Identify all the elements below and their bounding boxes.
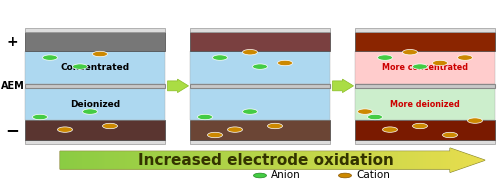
Circle shape — [252, 64, 268, 69]
Circle shape — [254, 173, 266, 178]
Bar — [25, 28, 165, 32]
Text: Concentrated: Concentrated — [60, 63, 130, 72]
Bar — [355, 84, 495, 88]
Circle shape — [458, 55, 472, 60]
Text: More concentrated: More concentrated — [382, 63, 468, 72]
Text: More deionized: More deionized — [390, 100, 460, 109]
Bar — [355, 32, 495, 51]
Circle shape — [242, 109, 258, 114]
Bar — [25, 88, 165, 120]
Bar — [355, 51, 495, 84]
Bar — [355, 140, 495, 144]
Bar — [25, 32, 165, 51]
Circle shape — [358, 109, 372, 114]
Circle shape — [382, 127, 398, 132]
Text: Cation: Cation — [356, 170, 390, 180]
Circle shape — [212, 55, 228, 60]
Circle shape — [278, 60, 292, 66]
Bar — [190, 88, 330, 120]
Text: Increased electrode oxidation: Increased electrode oxidation — [138, 153, 394, 168]
FancyArrow shape — [332, 79, 353, 93]
Bar — [190, 51, 330, 84]
Circle shape — [268, 123, 282, 129]
Bar — [25, 84, 165, 88]
Circle shape — [378, 55, 392, 60]
Circle shape — [442, 132, 458, 138]
Bar — [190, 140, 330, 144]
Bar — [25, 51, 165, 84]
Text: Anion: Anion — [271, 170, 301, 180]
Circle shape — [58, 127, 72, 132]
FancyArrow shape — [168, 79, 188, 93]
Bar — [355, 28, 495, 32]
Circle shape — [412, 64, 428, 69]
Text: Deionized: Deionized — [70, 100, 120, 109]
Text: −: − — [6, 121, 20, 139]
Circle shape — [92, 51, 108, 57]
Circle shape — [198, 114, 212, 120]
Circle shape — [208, 132, 222, 138]
Bar — [190, 32, 330, 51]
Circle shape — [82, 109, 98, 114]
Bar — [25, 120, 165, 140]
Bar — [355, 88, 495, 120]
Circle shape — [432, 60, 448, 66]
Bar — [190, 120, 330, 140]
Circle shape — [368, 114, 382, 120]
Bar — [25, 140, 165, 144]
Circle shape — [468, 118, 482, 123]
Circle shape — [32, 114, 48, 120]
Circle shape — [42, 55, 58, 60]
Bar — [190, 28, 330, 32]
Circle shape — [412, 123, 428, 129]
Bar — [190, 84, 330, 88]
Circle shape — [102, 123, 118, 129]
Text: +: + — [6, 35, 18, 49]
Circle shape — [402, 50, 417, 55]
Circle shape — [242, 50, 258, 55]
Circle shape — [338, 173, 351, 178]
Circle shape — [228, 127, 242, 132]
Text: AEM: AEM — [0, 81, 24, 91]
FancyArrow shape — [60, 148, 485, 172]
Bar — [355, 120, 495, 140]
Circle shape — [72, 64, 88, 69]
